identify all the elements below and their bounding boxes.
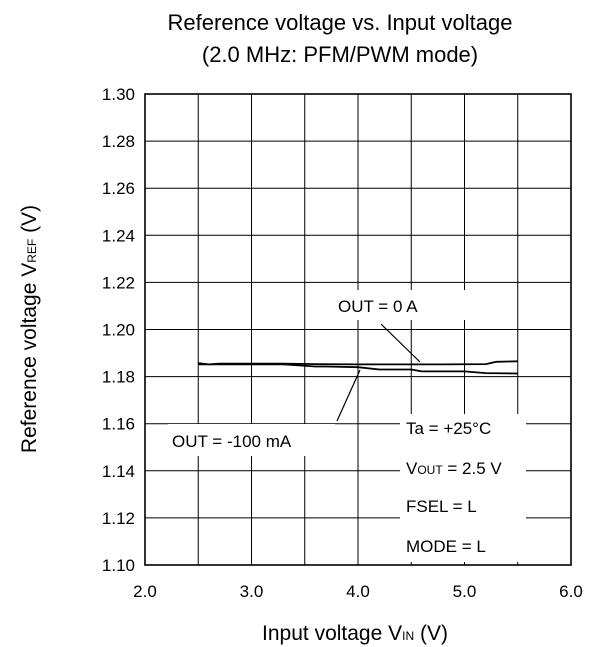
x-axis-title-sub: IN <box>402 629 414 643</box>
x-tick-label: 2.0 <box>133 582 157 601</box>
y-tick-label: 1.22 <box>102 273 135 292</box>
x-tick-label: 4.0 <box>346 582 370 601</box>
x-tick-label: 6.0 <box>559 582 583 601</box>
chart-title: Reference voltage vs. Input voltage <box>168 10 513 35</box>
y-axis-title-main: Reference voltage V <box>18 263 41 453</box>
y-axis-title-sub: REF <box>25 239 39 263</box>
y-tick-label: 1.14 <box>102 462 135 481</box>
annot-ta: Ta = +25°C <box>406 419 491 438</box>
annot-vout-rest: = 2.5 V <box>443 459 503 478</box>
x-tick-label: 5.0 <box>453 582 477 601</box>
x-axis-title: Input voltage VIN (V) <box>262 622 448 645</box>
y-axis-title-unit: (V) <box>18 205 41 239</box>
x-axis-title-main: Input voltage V <box>262 622 402 645</box>
x-tick-label: 3.0 <box>240 582 264 601</box>
y-tick-label: 1.16 <box>102 415 135 434</box>
y-tick-label: 1.24 <box>102 226 135 245</box>
annot-vout-sub: OUT <box>417 463 443 477</box>
y-tick-label: 1.28 <box>102 132 135 151</box>
annot-mode: MODE = L <box>406 537 486 556</box>
y-tick-label: 1.10 <box>102 556 135 575</box>
x-tick-labels: 2.0 3.0 4.0 5.0 6.0 <box>133 582 583 601</box>
y-tick-label: 1.30 <box>102 85 135 104</box>
x-axis-title-unit: (V) <box>414 622 448 645</box>
y-tick-label: 1.12 <box>102 509 135 528</box>
annot-out-0a: OUT = 0 A <box>338 297 418 316</box>
annot-vout-main: V <box>406 459 418 478</box>
y-tick-labels: 1.10 1.12 1.14 1.16 1.18 1.20 1.22 1.24 1.26 1.28… <box>102 85 135 575</box>
y-tick-label: 1.18 <box>102 368 135 387</box>
y-tick-label: 1.26 <box>102 179 135 198</box>
annot-out-100ma: OUT = -100 mA <box>172 432 292 451</box>
y-axis-title: Reference voltage VREF (V) <box>18 205 41 453</box>
chart-subtitle: (2.0 MHz: PFM/PWM mode) <box>202 42 478 67</box>
y-tick-label: 1.20 <box>102 321 135 340</box>
annot-fsel: FSEL = L <box>406 497 477 516</box>
leader-line-100ma <box>337 370 360 421</box>
